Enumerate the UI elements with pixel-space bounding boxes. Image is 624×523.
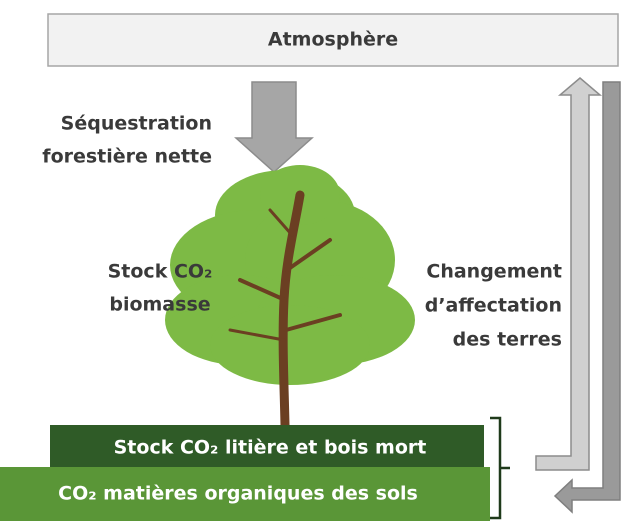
sequestration-arrow [236,82,312,172]
biomass-label: Stock CO₂ [108,261,213,283]
sequestration-label: forestière nette [42,146,212,168]
soil-label: CO₂ matières organiques des sols [58,483,418,505]
biomass-label: biomasse [109,294,210,316]
diagram: Atmosphère Séquestration forestière nett… [0,0,624,523]
land-use-label: Changement [426,261,562,283]
atmosphere-label: Atmosphère [268,29,398,51]
litter-label: Stock CO₂ litière et bois mort [114,437,427,459]
land-use-label: d’affectation [425,295,562,317]
bracket [490,418,510,518]
land-use-label: des terres [453,329,562,351]
sequestration-label: Séquestration [61,113,212,135]
